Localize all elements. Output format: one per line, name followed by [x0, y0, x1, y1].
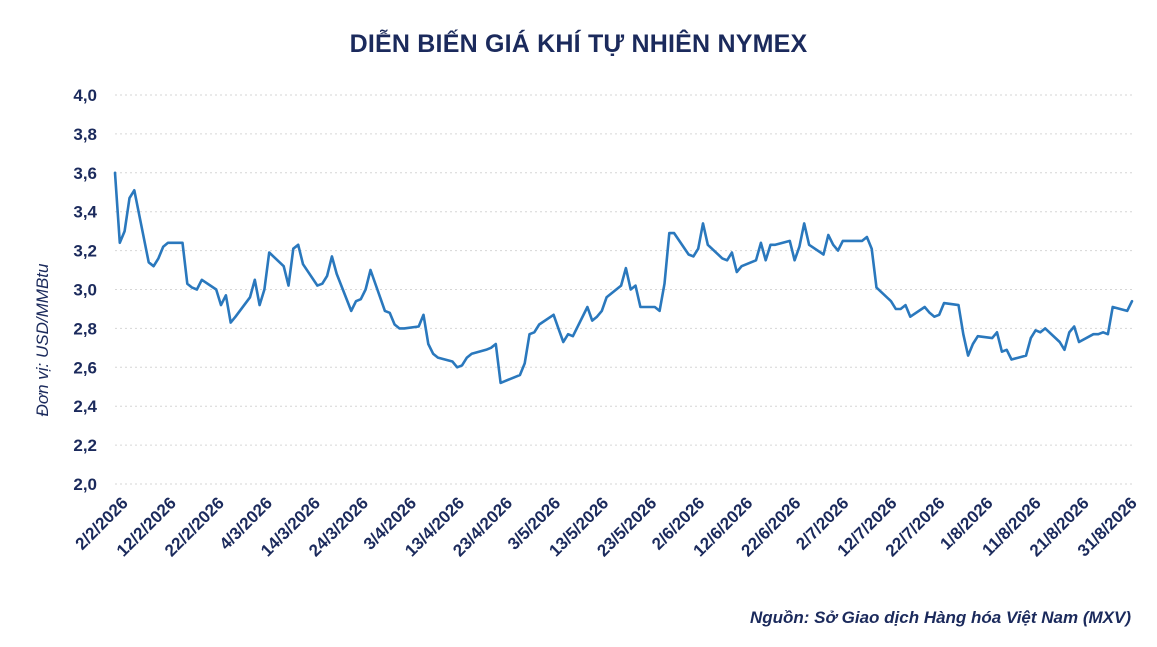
y-axis-label: Đơn vị: USD/MMBtu — [33, 263, 52, 416]
x-axis-ticks: 2/2/202612/2/202622/2/20264/3/202614/3/2… — [72, 493, 1141, 560]
y-tick-label: 3,2 — [73, 242, 97, 261]
y-tick-label: 2,4 — [73, 397, 97, 416]
y-tick-label: 3,6 — [73, 164, 97, 183]
y-tick-label: 2,2 — [73, 436, 97, 455]
price-line — [113, 171, 1134, 385]
chart-title: DIỄN BIẾN GIÁ KHÍ TỰ NHIÊN NYMEX — [349, 30, 808, 58]
y-tick-label: 2,6 — [73, 358, 97, 377]
gridlines — [115, 94, 1132, 485]
y-tick-label: 3,4 — [73, 203, 97, 222]
y-tick-label: 2,0 — [73, 475, 97, 494]
y-tick-label: 4,0 — [73, 86, 97, 105]
y-tick-label: 3,8 — [73, 125, 97, 144]
y-axis-ticks: 4,0 3,8 3,6 3,4 3,2 3,0 2,8 2,6 2,4 2,2 2,0 — [73, 86, 97, 494]
series-layer — [113, 171, 1134, 385]
source-note: Nguồn: Sở Giao dịch Hàng hóa Việt Nam (M… — [749, 608, 1131, 627]
y-tick-label: 2,8 — [73, 319, 97, 338]
y-tick-label: 3,0 — [73, 281, 97, 300]
